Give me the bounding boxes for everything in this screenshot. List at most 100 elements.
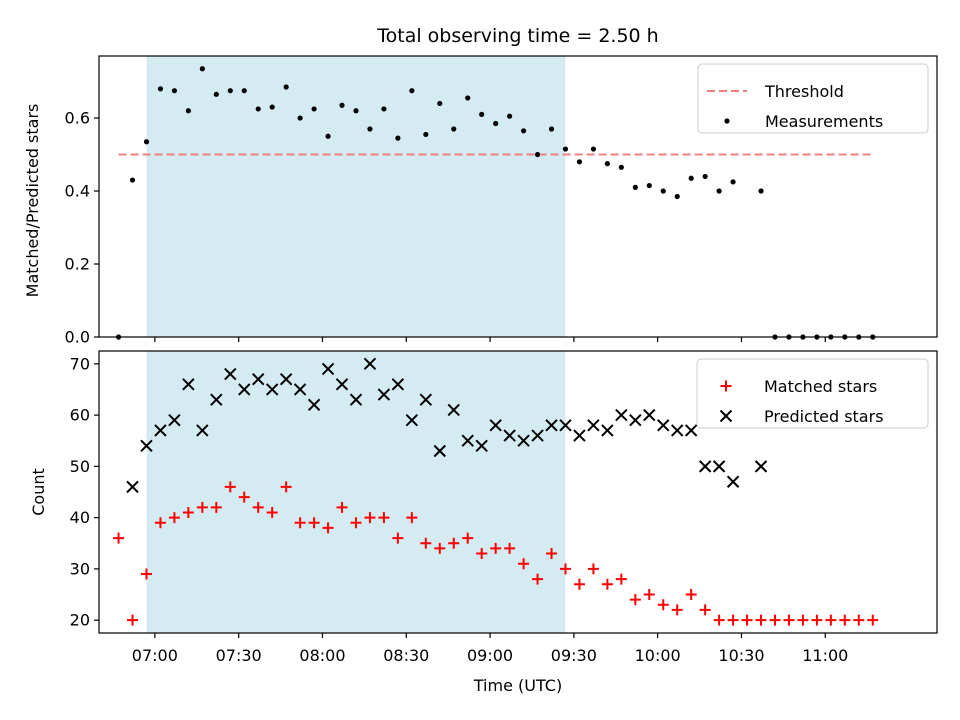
predicted-stars-point xyxy=(419,393,433,406)
predicted-stars-point xyxy=(349,393,363,406)
measurement-point xyxy=(451,126,457,132)
matched-stars-point xyxy=(210,501,222,513)
matched-stars-point xyxy=(113,532,125,544)
matched-stars-point xyxy=(573,578,585,590)
measurement-point xyxy=(241,88,247,94)
measurement-point xyxy=(325,133,331,139)
predicted-stars-point xyxy=(698,460,712,473)
x-tick-label: 08:00 xyxy=(299,646,345,665)
matched-stars-point xyxy=(238,491,250,503)
measurement-point xyxy=(507,113,513,119)
predicted-stars-point xyxy=(726,475,740,488)
top-panel: 0.0 0.2 0.4 0.6 Matched/Predicted stars Thr… xyxy=(23,55,938,347)
predicted-stars-point xyxy=(601,424,614,437)
measurement-point xyxy=(185,108,191,114)
measurement-point xyxy=(129,177,136,183)
predicted-stars-point xyxy=(293,383,307,396)
bottom-legend-swatch xyxy=(720,380,732,392)
top-x-ticks xyxy=(154,337,826,342)
measurement-point xyxy=(213,91,219,97)
x-axis-label: Time (UTC) xyxy=(473,676,562,695)
predicted-stars-point xyxy=(503,429,516,442)
x-tick-label: 07:00 xyxy=(132,646,178,665)
matched-stars-point xyxy=(559,563,571,575)
matched-stars-point xyxy=(629,594,641,606)
matched-stars-point xyxy=(755,614,767,626)
predicted-stars-point xyxy=(391,378,405,391)
bottom-y-ticks: 20 30 40 50 60 70 xyxy=(70,354,99,630)
matched-stars-point xyxy=(168,512,180,524)
measurement-point xyxy=(702,173,708,180)
predicted-stars-point xyxy=(265,383,279,396)
predicted-stars-point xyxy=(126,480,139,494)
predicted-stars-point xyxy=(587,419,600,432)
predicted-stars-point xyxy=(377,388,391,401)
matched-stars-point xyxy=(741,614,753,626)
matched-stars-point xyxy=(671,604,683,616)
bottom-y-tick-label: 50 xyxy=(70,457,90,476)
matched-stars-point xyxy=(839,614,851,626)
matched-stars-point xyxy=(420,537,432,549)
matched-stars-point xyxy=(699,604,711,616)
matched-stars-point xyxy=(476,548,488,560)
matched-stars-point xyxy=(140,568,152,580)
top-legend-swatch xyxy=(724,118,730,124)
matched-stars-point xyxy=(224,481,236,493)
matched-stars-point xyxy=(280,481,292,493)
matched-stars-point xyxy=(294,517,306,529)
predicted-stars-point xyxy=(573,429,586,442)
matched-stars-point xyxy=(504,542,516,554)
predicted-stars-point xyxy=(168,414,181,427)
bottom-y-tick-label: 40 xyxy=(70,508,90,527)
bottom-panel: 20 30 40 50 60 70 07:00 07:30 08:00 08:30 09:00 09… xyxy=(29,350,938,695)
measurement-point xyxy=(520,128,527,134)
top-axes-frame xyxy=(98,55,938,338)
measurement-point xyxy=(660,188,666,194)
measurement-point xyxy=(381,106,387,112)
bottom-x-ticks: 07:00 07:30 08:00 08:30 09:00 09:30 10:00 10:30… xyxy=(132,633,848,665)
matched-stars-point xyxy=(406,512,418,524)
predicted-stars-point xyxy=(615,408,628,422)
measurement-point xyxy=(534,151,541,158)
bottom-legend-label: Predicted stars xyxy=(764,407,884,426)
measurement-point xyxy=(632,184,638,190)
matched-stars-point xyxy=(601,578,613,590)
measurement-point xyxy=(618,164,624,170)
x-tick-label: 10:30 xyxy=(718,646,764,665)
measurement-point xyxy=(283,84,289,90)
matched-stars-point xyxy=(713,614,725,626)
predicted-stars-point xyxy=(531,429,544,442)
measurement-point xyxy=(548,126,555,132)
matched-stars-point xyxy=(392,532,404,544)
predicted-stars-point xyxy=(643,408,656,422)
bottom-legend: Matched stars Predicted stars xyxy=(696,358,929,429)
x-tick-label: 09:00 xyxy=(467,646,513,665)
top-y-tick-label: 0.6 xyxy=(65,109,90,128)
bottom-legend-swatch xyxy=(719,409,733,423)
predicted-stars-point xyxy=(224,367,237,381)
measurement-point xyxy=(395,135,401,141)
matched-stars-point xyxy=(182,507,194,519)
predicted-stars-point xyxy=(712,460,726,473)
bottom-legend-box xyxy=(696,358,929,429)
predicted-stars-point xyxy=(307,398,321,412)
bottom-y-tick-label: 30 xyxy=(70,559,90,578)
matched-stars-point xyxy=(811,614,823,626)
matched-stars-point xyxy=(657,599,669,611)
measurement-point xyxy=(674,193,680,200)
predicted-stars-point xyxy=(210,393,223,406)
measurement-point xyxy=(409,88,415,94)
matched-stars-point xyxy=(825,614,837,626)
predicted-stars-point xyxy=(559,419,572,432)
matched-stars-point xyxy=(727,614,739,626)
measurement-point xyxy=(227,88,233,94)
matched-stars-point xyxy=(518,558,530,570)
top-y-tick-label: 0.2 xyxy=(65,255,90,274)
measurement-point xyxy=(143,139,150,145)
predicted-stars-point xyxy=(140,439,153,453)
measurement-point xyxy=(353,108,359,114)
matched-stars-point xyxy=(364,512,376,524)
bottom-y-axis-label: Count xyxy=(29,468,48,516)
measurement-point xyxy=(576,159,583,165)
